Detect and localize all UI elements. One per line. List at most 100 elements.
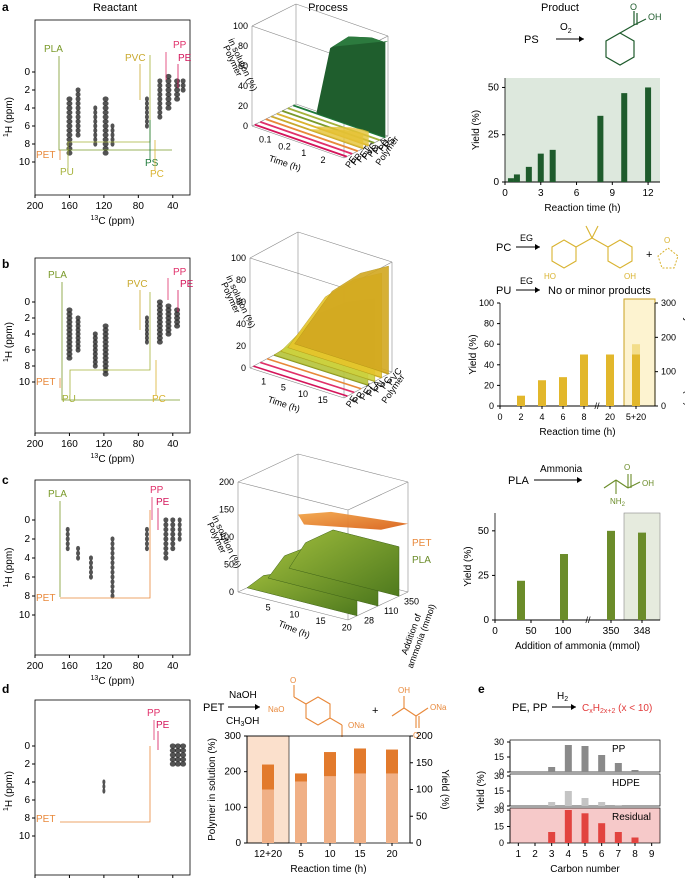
nmr-peak bbox=[88, 569, 93, 575]
nmr-peak bbox=[180, 78, 186, 84]
reaction-b-reactant-pc: PC bbox=[496, 242, 511, 254]
nmr-peak bbox=[92, 351, 98, 357]
nmr-peak bbox=[174, 311, 181, 317]
y-tick-label: 20 bbox=[484, 380, 494, 390]
y-tick-label: 300 bbox=[661, 298, 676, 308]
header-product: Product bbox=[541, 2, 579, 14]
nmr-peak bbox=[163, 522, 169, 528]
nmr-peak bbox=[174, 82, 181, 89]
nmr-panel-a: 200 160 120 80 40 0 2 4 6 8 10 13C (ppm) 1H (ppm) PLA… bbox=[3, 19, 192, 227]
bar bbox=[513, 174, 520, 182]
nmr-peak bbox=[180, 82, 186, 89]
x-tick-label: 5 bbox=[582, 849, 588, 860]
z-tick-label: 100 bbox=[219, 532, 234, 542]
x-tick-label: 4 bbox=[539, 412, 544, 422]
y-tick-label: 100 bbox=[661, 367, 676, 377]
nmr-peak bbox=[177, 531, 182, 537]
nmr-y-tick-label: 6 bbox=[24, 345, 30, 356]
nmr-peak bbox=[170, 526, 176, 533]
nmr-label-pvc: PVC bbox=[127, 279, 148, 290]
nmr-peak bbox=[102, 118, 109, 125]
polymer-trace-ps bbox=[292, 104, 386, 139]
dissolution-surface bbox=[294, 265, 389, 375]
bar-yield bbox=[580, 354, 588, 406]
nmr-peak bbox=[102, 351, 109, 357]
lactate-o-label: O bbox=[413, 731, 419, 740]
nmr-label-pc: PC bbox=[150, 169, 164, 180]
nmr-peak bbox=[66, 355, 73, 361]
bar bbox=[614, 805, 622, 806]
nmr-y-axis-label: 1H (ppm) bbox=[3, 771, 15, 811]
bar bbox=[560, 554, 568, 620]
nmr-peak bbox=[165, 323, 172, 329]
nmr-peak bbox=[169, 752, 176, 758]
nmr-peak bbox=[75, 331, 81, 337]
nmr-peak bbox=[170, 522, 176, 528]
bar-yield bbox=[295, 781, 307, 843]
nmr-peak bbox=[144, 114, 149, 120]
axis-box-edge bbox=[251, 25, 345, 59]
nmr-y-axis-sup: 1 bbox=[3, 133, 10, 137]
reaction-d-methanol: CH3OH bbox=[226, 716, 259, 728]
chart-c-pla-yield: 0 25 50 0 50 100 350 348 // Addition of ammonia (… bbox=[463, 512, 661, 652]
bar bbox=[564, 810, 572, 843]
bar bbox=[507, 178, 514, 182]
nmr-peak bbox=[66, 331, 73, 337]
chart-e-series-label: HDPE bbox=[612, 778, 640, 789]
nmr-peak bbox=[102, 779, 106, 785]
nmr-peak bbox=[174, 323, 181, 329]
axis-box-edge bbox=[251, 125, 345, 159]
nmr-peak bbox=[144, 335, 149, 341]
x-tick-label: 8 bbox=[581, 412, 586, 422]
y-axis-label: Polymer in solution (%) bbox=[207, 738, 218, 841]
nmr-peak bbox=[174, 743, 181, 749]
bar-yield bbox=[262, 789, 274, 843]
chart-b-pc-yield: 0 20 40 60 80 100 0 100 200 300 0 2 4 6 8 20 5+20 // React… bbox=[468, 298, 685, 438]
bar bbox=[598, 802, 606, 806]
nmr-peak bbox=[177, 536, 182, 542]
nmr-peak bbox=[165, 78, 172, 84]
nmr-peak bbox=[102, 109, 109, 116]
nmr-peak bbox=[110, 136, 115, 143]
nmr-peak bbox=[144, 323, 149, 329]
disodium-terephthalate-structure bbox=[293, 685, 343, 737]
nmr-peak bbox=[110, 583, 115, 590]
nmr-peak bbox=[102, 355, 109, 361]
bar-yield bbox=[386, 773, 398, 843]
nmr-peak bbox=[180, 747, 187, 754]
nmr-label-pla: PLA bbox=[48, 489, 67, 500]
panel-label-d: d bbox=[2, 682, 9, 696]
nmr-peak bbox=[75, 123, 81, 129]
nmr-y-tick-label: 4 bbox=[24, 553, 30, 564]
axis-box-edge bbox=[297, 231, 393, 263]
nmr-peak bbox=[66, 343, 73, 349]
nmr-y-tick-label: 6 bbox=[24, 121, 30, 132]
nmr-peak bbox=[163, 541, 169, 547]
nmr-label-pp: PP bbox=[147, 708, 161, 719]
x-axis-label: Reaction time (h) bbox=[544, 203, 620, 214]
nmr-x-axis-label: 13C (ppm) bbox=[91, 215, 135, 227]
nmr-peak bbox=[174, 756, 181, 763]
nmr-peak bbox=[93, 118, 98, 125]
bar bbox=[581, 813, 589, 843]
nmr-label-pp: PP bbox=[173, 40, 187, 51]
time-tick-label: 5 bbox=[281, 383, 286, 393]
nmr-peak bbox=[93, 141, 98, 147]
benzoic-o-label: O bbox=[630, 2, 637, 12]
process-c-label-pet: PET bbox=[412, 538, 431, 549]
y-tick-label: 100 bbox=[479, 298, 494, 308]
nmr-peak bbox=[180, 756, 187, 763]
bar bbox=[581, 746, 589, 772]
ps-dissolution-surface bbox=[316, 36, 386, 138]
nmr-label-pu: PU bbox=[60, 167, 74, 178]
nmr-label-pp: PP bbox=[173, 267, 187, 278]
nmr-label-pe: PE bbox=[156, 720, 170, 731]
z-tick-label: 60 bbox=[236, 297, 246, 307]
x-tick-label: 3 bbox=[549, 849, 555, 860]
z-tick-label: 40 bbox=[238, 81, 248, 91]
time-tick-label: 20 bbox=[342, 623, 352, 633]
nmr-peak bbox=[110, 569, 115, 575]
axis-box-edge bbox=[295, 3, 389, 37]
